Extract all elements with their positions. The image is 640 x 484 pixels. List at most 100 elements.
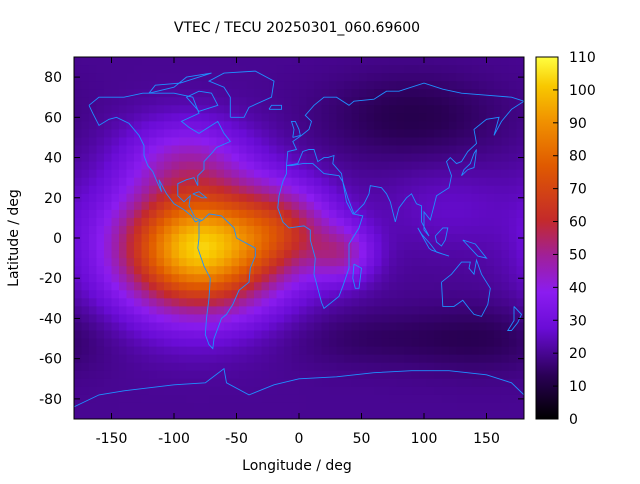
heatmap-cell (186, 282, 195, 291)
heatmap-cell (509, 89, 518, 98)
heatmap-cell (81, 378, 90, 388)
heatmap-cell (351, 346, 360, 356)
heatmap-cell (254, 97, 263, 106)
heatmap-cell (314, 81, 323, 90)
heatmap-cell (269, 57, 278, 66)
heatmap-cell (261, 225, 270, 235)
heatmap-cell (419, 169, 428, 179)
heatmap-cell (471, 274, 480, 283)
heatmap-cell (419, 338, 428, 348)
heatmap-cell (494, 330, 503, 340)
heatmap-cell (486, 386, 495, 396)
heatmap-cell (434, 89, 443, 98)
heatmap-cell (224, 242, 233, 251)
heatmap-cell (291, 233, 300, 243)
heatmap-cell (419, 113, 428, 122)
heatmap-cell (321, 250, 330, 259)
heatmap-cell (419, 298, 428, 307)
heatmap-cell (141, 402, 150, 412)
heatmap-cell (291, 346, 300, 356)
heatmap-cell (501, 290, 510, 299)
heatmap-cell (209, 185, 218, 195)
heatmap-cell (149, 65, 158, 74)
heatmap-cell (426, 201, 435, 211)
heatmap-cell (359, 314, 368, 324)
heatmap-cell (404, 65, 413, 74)
colorbar-tick-label: 0 (569, 412, 578, 428)
heatmap-cell (111, 225, 120, 235)
heatmap-cell (321, 225, 330, 235)
heatmap-cell (374, 97, 383, 106)
heatmap-cell (306, 217, 315, 227)
heatmap-cell (104, 338, 113, 348)
heatmap-cell (186, 217, 195, 227)
heatmap-cell (456, 185, 465, 195)
heatmap-cell (501, 306, 510, 316)
heatmap-cell (186, 193, 195, 203)
heatmap-cell (284, 169, 293, 179)
heatmap-cell (494, 274, 503, 283)
heatmap-cell (404, 233, 413, 243)
heatmap-cell (134, 290, 143, 299)
heatmap-cell (501, 370, 510, 380)
heatmap-cell (344, 225, 353, 235)
heatmap-cell (314, 266, 323, 275)
heatmap-cell (276, 233, 285, 243)
heatmap-cell (374, 201, 383, 211)
heatmap-cell (126, 97, 135, 106)
heatmap-cell (366, 193, 375, 203)
heatmap-cell (216, 129, 225, 139)
heatmap-cell (149, 330, 158, 340)
heatmap-cell (261, 402, 270, 412)
heatmap-cell (449, 346, 458, 356)
heatmap-cell (164, 233, 173, 243)
heatmap-cell (366, 177, 375, 187)
heatmap-cell (494, 73, 503, 82)
heatmap-cell (201, 73, 210, 82)
heatmap-cell (351, 306, 360, 316)
heatmap-cell (239, 314, 248, 324)
heatmap-cell (411, 378, 420, 388)
heatmap-cell (149, 209, 158, 219)
heatmap-cell (209, 121, 218, 130)
heatmap-cell (81, 298, 90, 307)
heatmap-cell (291, 177, 300, 187)
heatmap-cell (194, 81, 203, 90)
heatmap-cell (224, 81, 233, 90)
heatmap-cell (366, 145, 375, 155)
heatmap-cell (396, 282, 405, 291)
heatmap-cell (111, 306, 120, 316)
heatmap-cell (96, 113, 105, 122)
heatmap-cell (396, 129, 405, 139)
heatmap-cell (126, 346, 135, 356)
heatmap-cell (366, 105, 375, 114)
heatmap-cell (149, 137, 158, 147)
heatmap-cell (239, 378, 248, 388)
heatmap-cell (441, 394, 450, 404)
heatmap-cell (329, 217, 338, 227)
heatmap-cell (456, 233, 465, 243)
heatmap-cell (201, 113, 210, 122)
heatmap-cell (284, 338, 293, 348)
heatmap-cell (464, 217, 473, 227)
heatmap-cell (246, 137, 255, 147)
heatmap-cell (216, 402, 225, 412)
heatmap-cell (441, 378, 450, 388)
heatmap-cell (381, 266, 390, 275)
heatmap-cell (456, 266, 465, 275)
heatmap-cell (269, 169, 278, 179)
heatmap-cell (231, 346, 240, 356)
heatmap-cell (81, 282, 90, 291)
heatmap-cell (299, 65, 308, 74)
heatmap-cell (366, 161, 375, 171)
heatmap-cell (239, 201, 248, 211)
heatmap-cell (81, 242, 90, 251)
heatmap-cell (479, 314, 488, 324)
heatmap-cell (434, 378, 443, 388)
heatmap-cell (126, 282, 135, 291)
heatmap-cell (134, 161, 143, 171)
heatmap-cell (389, 97, 398, 106)
heatmap-cell (366, 250, 375, 259)
heatmap-cell (261, 274, 270, 283)
heatmap-cell (269, 113, 278, 122)
